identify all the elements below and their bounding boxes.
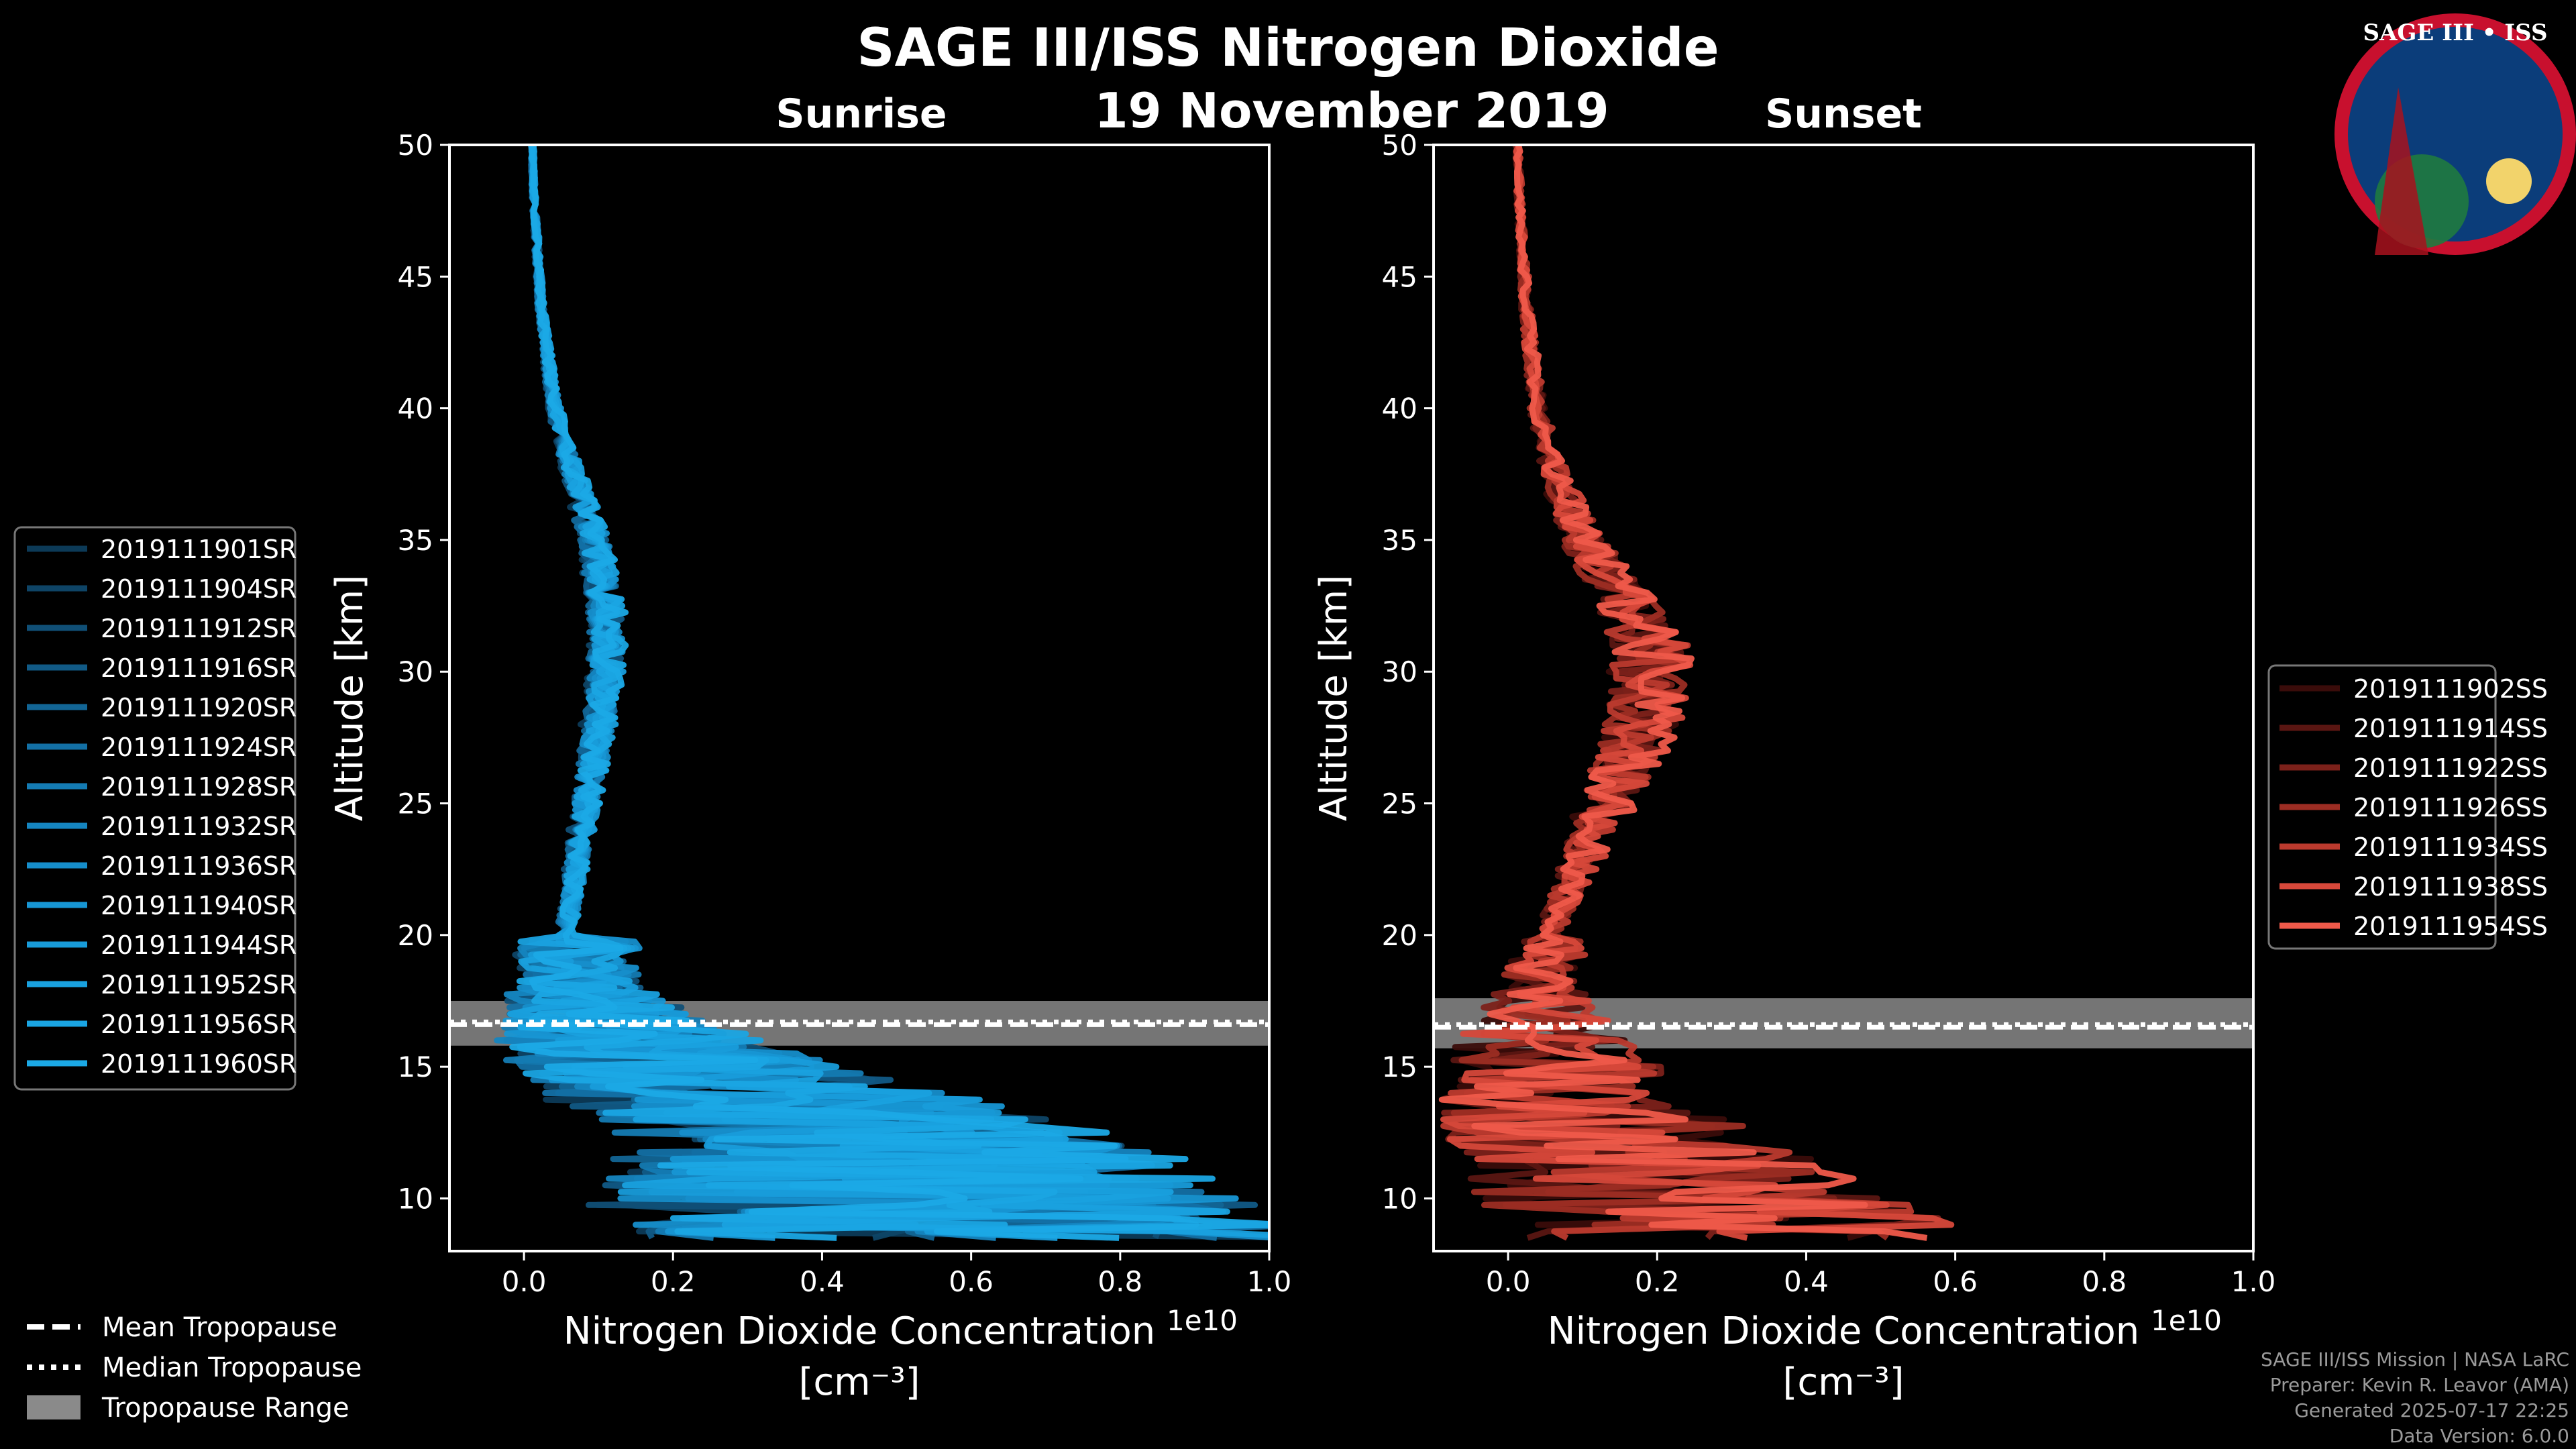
sunset-legend: 2019111902SS 2019111914SS 2019111922SS 2019… (2279, 674, 2548, 941)
sunrise-legend-label: 2019111928SR (101, 772, 297, 802)
sunset-x-axis-unit: [cm⁻³] (1782, 1360, 1904, 1404)
sunrise-legend-label: 2019111912SR (101, 614, 297, 643)
sunrise-legend-label: 2019111956SR (101, 1010, 297, 1039)
sunrise-ytick-label: 20 (398, 919, 433, 952)
sunset-ytick-label: 20 (1382, 919, 1417, 952)
sunrise-ytick-label: 50 (398, 129, 433, 162)
sunrise-legend: 2019111901SR 2019111904SR 2019111912SR 2019… (27, 535, 297, 1079)
profile-line-2019111954SS (1438, 145, 1928, 1241)
sunset-xtick-label: 1.0 (2231, 1265, 2276, 1298)
sunset-xtick-label: 0.2 (1635, 1265, 1680, 1298)
tropopause-legend: Mean Tropopause Median Tropopause Tropop… (27, 1312, 362, 1424)
median-tropopause-label: Median Tropopause (102, 1352, 362, 1383)
footer-line2: Preparer: Kevin R. Leavor (AMA) (2270, 1374, 2569, 1396)
sunset-ytick-label: 15 (1382, 1051, 1417, 1083)
sunrise-x-scale-label: 1e10 (1167, 1304, 1238, 1337)
sunset-x-scale-label: 1e10 (2151, 1304, 2222, 1337)
sunset-ytick-label: 45 (1382, 260, 1417, 293)
sunrise-legend-label: 2019111944SR (101, 930, 297, 960)
sunrise-ytick-label: 15 (398, 1051, 433, 1083)
sunset-legend-label: 2019111938SS (2353, 872, 2548, 902)
sunset-ytick-label: 25 (1382, 788, 1417, 820)
sunrise-x-axis-unit: [cm⁻³] (798, 1360, 920, 1404)
sunrise-xtick-label: 0.4 (800, 1265, 845, 1298)
figure-title: SAGE III/ISS Nitrogen Dioxide (857, 18, 1719, 78)
sunrise-legend-label: 2019111904SR (101, 574, 297, 604)
footer-credits: SAGE III/ISS Mission | NASA LaRC Prepare… (2261, 1348, 2569, 1447)
sunrise-ytick-label: 45 (398, 260, 433, 293)
sunrise-xtick-label: 0.2 (651, 1265, 696, 1298)
logo-figure (2375, 87, 2428, 255)
sunrise-panel-title: Sunrise (775, 91, 947, 138)
sunrise-profiles (494, 145, 1269, 1241)
sunset-profiles (1438, 145, 1955, 1241)
sunrise-legend-label: 2019111960SR (101, 1049, 297, 1079)
sunset-ytick-label: 10 (1382, 1182, 1417, 1215)
sunset-legend-label: 2019111926SS (2353, 793, 2548, 822)
sunrise-y-axis-label: Altitude [km] (328, 575, 372, 821)
figure-date: 19 November 2019 (1094, 83, 1609, 139)
sunrise-panel: 0.0 0.2 0.4 0.6 0.8 1.0 10 15 20 25 30 35 40 45 50 1e10… (328, 129, 1292, 1404)
sunrise-legend-label: 2019111940SR (101, 891, 297, 920)
sunset-ytick-label: 50 (1382, 129, 1417, 162)
sunset-legend-label: 2019111902SS (2353, 674, 2548, 704)
footer-line3: Generated 2025-07-17 22:25 (2294, 1399, 2569, 1421)
sunset-ytick-label: 35 (1382, 524, 1417, 557)
sunrise-legend-frame (13, 526, 297, 1091)
sunrise-legend-label: 2019111924SR (101, 733, 297, 762)
sunset-panel: 0.0 0.2 0.4 0.6 0.8 1.0 10 15 20 25 30 35 40 45 50 1e10… (1312, 129, 2275, 1404)
sunrise-axes-frame (448, 144, 1271, 1252)
sunset-legend-label: 2019111914SS (2353, 714, 2548, 743)
sunrise-ytick-label: 40 (398, 392, 433, 425)
logo-text: SAGE III • ISS (2363, 19, 2547, 46)
sunrise-ytick-label: 35 (398, 524, 433, 557)
sunrise-ytick-label: 10 (398, 1182, 433, 1215)
sunset-ytick-label: 40 (1382, 392, 1417, 425)
sunset-axes-frame (1432, 144, 2255, 1252)
sunrise-xtick-label: 0.8 (1097, 1265, 1142, 1298)
sunset-xtick-label: 0.8 (2082, 1265, 2127, 1298)
tropopause-range-swatch (27, 1395, 80, 1419)
sunrise-legend-label: 2019111932SR (101, 812, 297, 841)
sunset-legend-label: 2019111922SS (2353, 753, 2548, 783)
profile-line-2019111960SR (509, 145, 1269, 1241)
sunrise-xtick-label: 1.0 (1247, 1265, 1292, 1298)
sunset-legend-frame (2267, 664, 2497, 950)
tropopause-range-label: Tropopause Range (101, 1393, 350, 1424)
sunrise-x-axis-label: Nitrogen Dioxide Concentration (564, 1309, 1156, 1353)
mean-tropopause-label: Mean Tropopause (102, 1312, 337, 1343)
footer-line1: SAGE III/ISS Mission | NASA LaRC (2261, 1348, 2569, 1371)
sunrise-legend-label: 2019111952SR (101, 970, 297, 1000)
sunset-legend-label: 2019111954SS (2353, 912, 2548, 941)
sunset-y-axis-label: Altitude [km] (1312, 575, 1356, 821)
logo-sun (2486, 158, 2532, 204)
sunrise-legend-label: 2019111936SR (101, 851, 297, 881)
sunset-x-axis-label: Nitrogen Dioxide Concentration (1548, 1309, 2140, 1353)
sunrise-xtick-label: 0.6 (949, 1265, 994, 1298)
footer-line4: Data Version: 6.0.0 (2390, 1425, 2569, 1447)
sunrise-legend-label: 2019111920SR (101, 693, 297, 722)
sunset-ytick-label: 30 (1382, 655, 1417, 688)
sunrise-legend-label: 2019111916SR (101, 653, 297, 683)
sunset-panel-title: Sunset (1765, 91, 1922, 138)
sunset-xtick-label: 0.0 (1486, 1265, 1531, 1298)
sunset-xtick-label: 0.4 (1784, 1265, 1829, 1298)
mission-patch-icon: SAGE III • ISS (2334, 13, 2576, 255)
sunrise-ytick-label: 30 (398, 655, 433, 688)
sunrise-ytick-label: 25 (398, 788, 433, 820)
sunset-legend-label: 2019111934SS (2353, 833, 2548, 862)
sunrise-xtick-label: 0.0 (502, 1265, 547, 1298)
sunset-xtick-label: 0.6 (1933, 1265, 1978, 1298)
sunrise-legend-label: 2019111901SR (101, 535, 297, 564)
